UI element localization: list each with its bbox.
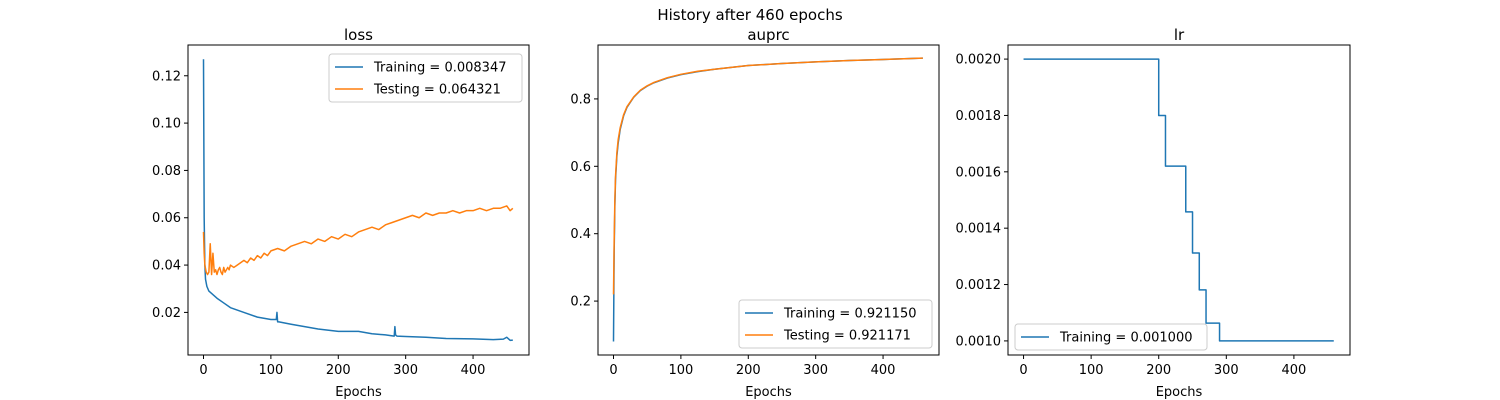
x-axis-label: Epochs — [745, 385, 792, 400]
series-line-training — [202, 59, 513, 342]
plot-frame — [187, 44, 530, 356]
x-tick-label: 0 — [199, 363, 207, 378]
y-tick-label: 0.6 — [570, 160, 591, 175]
x-tick-label: 100 — [668, 363, 693, 378]
y-tick-label: 0.0018 — [956, 109, 1002, 124]
y-tick-label: 0.8 — [570, 92, 591, 107]
plot-frame — [597, 44, 940, 356]
legend-label-training: Training = 0.008347 — [373, 61, 506, 76]
y-tick-label: 0.0012 — [956, 278, 1002, 293]
y-tick-label: 0.12 — [152, 69, 181, 84]
legend: Training = 0.921150 Testing = 0.921171 — [738, 299, 933, 349]
y-tick-label: 0.08 — [152, 164, 181, 179]
x-tick-label: 400 — [461, 363, 486, 378]
chart-title: lr — [1174, 26, 1185, 44]
y-tick-label: 0.06 — [152, 211, 181, 226]
legend-box — [328, 53, 523, 103]
x-tick-label: 300 — [803, 363, 828, 378]
figure-title: History after 460 epochs — [657, 6, 842, 24]
y-tick-label: 0.0010 — [956, 334, 1002, 349]
legend-label-training: Training = 0.921150 — [783, 307, 916, 322]
auprc-chart: auprc Epochs 0 100 200 300 400 0.2 0.4 0.6 0.8 Tr… — [570, 26, 940, 400]
x-tick-label: 100 — [258, 363, 283, 378]
lr-chart: lr Epochs 0 100 200 300 400 0.0010 0.0012 0.001… — [956, 26, 1351, 400]
y-tick-label: 0.0014 — [956, 222, 1002, 237]
series-line-testing — [612, 57, 923, 295]
plot-frame — [1007, 44, 1351, 356]
x-tick-label: 0 — [609, 363, 617, 378]
x-axis-label: Epochs — [335, 385, 382, 400]
legend: Training = 0.008347 Testing = 0.064321 — [328, 53, 523, 103]
legend-label-testing: Testing = 0.064321 — [373, 83, 501, 98]
y-tick-label: 0.04 — [152, 259, 181, 274]
x-tick-label: 100 — [1079, 363, 1104, 378]
series-line-testing — [202, 205, 514, 276]
x-tick-label: 300 — [1214, 363, 1239, 378]
y-tick-label: 0.0020 — [956, 53, 1002, 68]
y-tick-label: 0.10 — [152, 117, 181, 132]
y-tick-label: 0.4 — [570, 227, 591, 242]
x-axis-label: Epochs — [1156, 385, 1203, 400]
legend-box — [738, 299, 933, 349]
x-tick-label: 200 — [736, 363, 761, 378]
legend: Training = 0.001000 — [1014, 323, 1208, 351]
x-tick-label: 200 — [1146, 363, 1171, 378]
y-tick-label: 0.0016 — [956, 165, 1002, 180]
chart-title: auprc — [747, 26, 789, 44]
series-line-training — [1023, 58, 1334, 342]
loss-chart: loss Epochs 0 100 200 300 400 0.02 0.04 0.06 0.0… — [152, 26, 530, 400]
x-tick-label: 300 — [393, 363, 418, 378]
x-tick-label: 0 — [1019, 363, 1027, 378]
legend-box — [1014, 323, 1208, 351]
x-tick-label: 400 — [871, 363, 896, 378]
y-tick-label: 0.02 — [152, 306, 181, 321]
y-tick-label: 0.2 — [570, 295, 591, 310]
legend-label-testing: Testing = 0.921171 — [783, 329, 911, 344]
x-tick-label: 400 — [1281, 363, 1306, 378]
chart-title: loss — [344, 26, 373, 44]
legend-label-training: Training = 0.001000 — [1059, 331, 1192, 346]
x-tick-label: 200 — [326, 363, 351, 378]
